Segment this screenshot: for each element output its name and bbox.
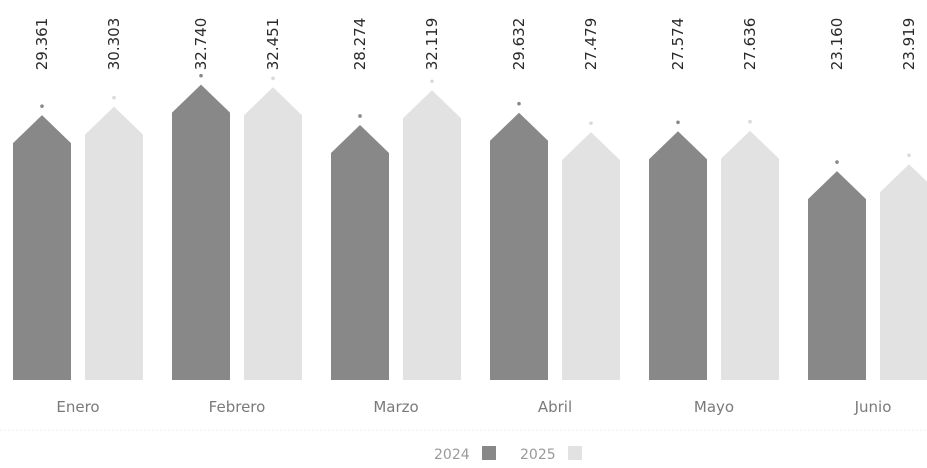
bar-2025-marzo xyxy=(403,90,461,380)
bar-2024-junio xyxy=(808,171,866,380)
bar-tip-dot xyxy=(358,114,362,118)
value-label: 27.636 xyxy=(741,18,759,71)
value-label: 29.361 xyxy=(33,18,51,71)
category-label: Mayo xyxy=(694,398,734,416)
category-label: Marzo xyxy=(373,398,418,416)
value-label: 27.574 xyxy=(669,18,687,71)
bar-tip-dot xyxy=(907,153,911,158)
value-label: 30.303 xyxy=(105,18,123,71)
bar-tip-dot xyxy=(112,95,116,100)
bar-tip-dot xyxy=(40,104,44,108)
category-label: Febrero xyxy=(209,398,266,416)
legend-swatch xyxy=(482,446,496,460)
bar-2024-enero xyxy=(13,115,71,380)
bar-tip-dot xyxy=(199,73,203,78)
bar-tip-dot xyxy=(271,76,275,81)
bar-2025-abril xyxy=(562,132,620,380)
value-label: 29.632 xyxy=(510,18,528,71)
bar-tip-dot xyxy=(430,79,434,84)
bar-tip-dot xyxy=(835,160,839,164)
value-label: 32.119 xyxy=(423,18,441,71)
bar-tip-dot xyxy=(676,120,680,125)
value-label: 23.919 xyxy=(900,18,918,71)
bar-2024-febrero xyxy=(172,84,230,380)
value-label: 23.160 xyxy=(828,18,846,71)
legend-label: 2025 xyxy=(520,447,556,463)
bar-2024-marzo xyxy=(331,124,389,380)
bar-2025-enero xyxy=(85,106,143,381)
category-label: Enero xyxy=(56,398,99,416)
bar-2025-junio xyxy=(880,164,927,380)
bar-2024-mayo xyxy=(649,131,707,380)
bar-2025-mayo xyxy=(721,130,779,380)
value-label: 27.479 xyxy=(582,18,600,71)
category-label: Junio xyxy=(854,398,892,416)
value-label: 32.451 xyxy=(264,18,282,71)
value-label: 32.740 xyxy=(192,18,210,71)
bar-tip-dot xyxy=(589,121,593,125)
bar-2025-febrero xyxy=(244,87,302,380)
legend-label: 2024 xyxy=(434,447,470,463)
bar-tip-dot xyxy=(517,101,521,106)
bar-2024-abril xyxy=(490,112,548,380)
legend-swatch xyxy=(568,446,582,460)
category-label: Abril xyxy=(538,398,572,416)
bar-tip-dot xyxy=(748,119,752,124)
value-label: 28.274 xyxy=(351,18,369,71)
